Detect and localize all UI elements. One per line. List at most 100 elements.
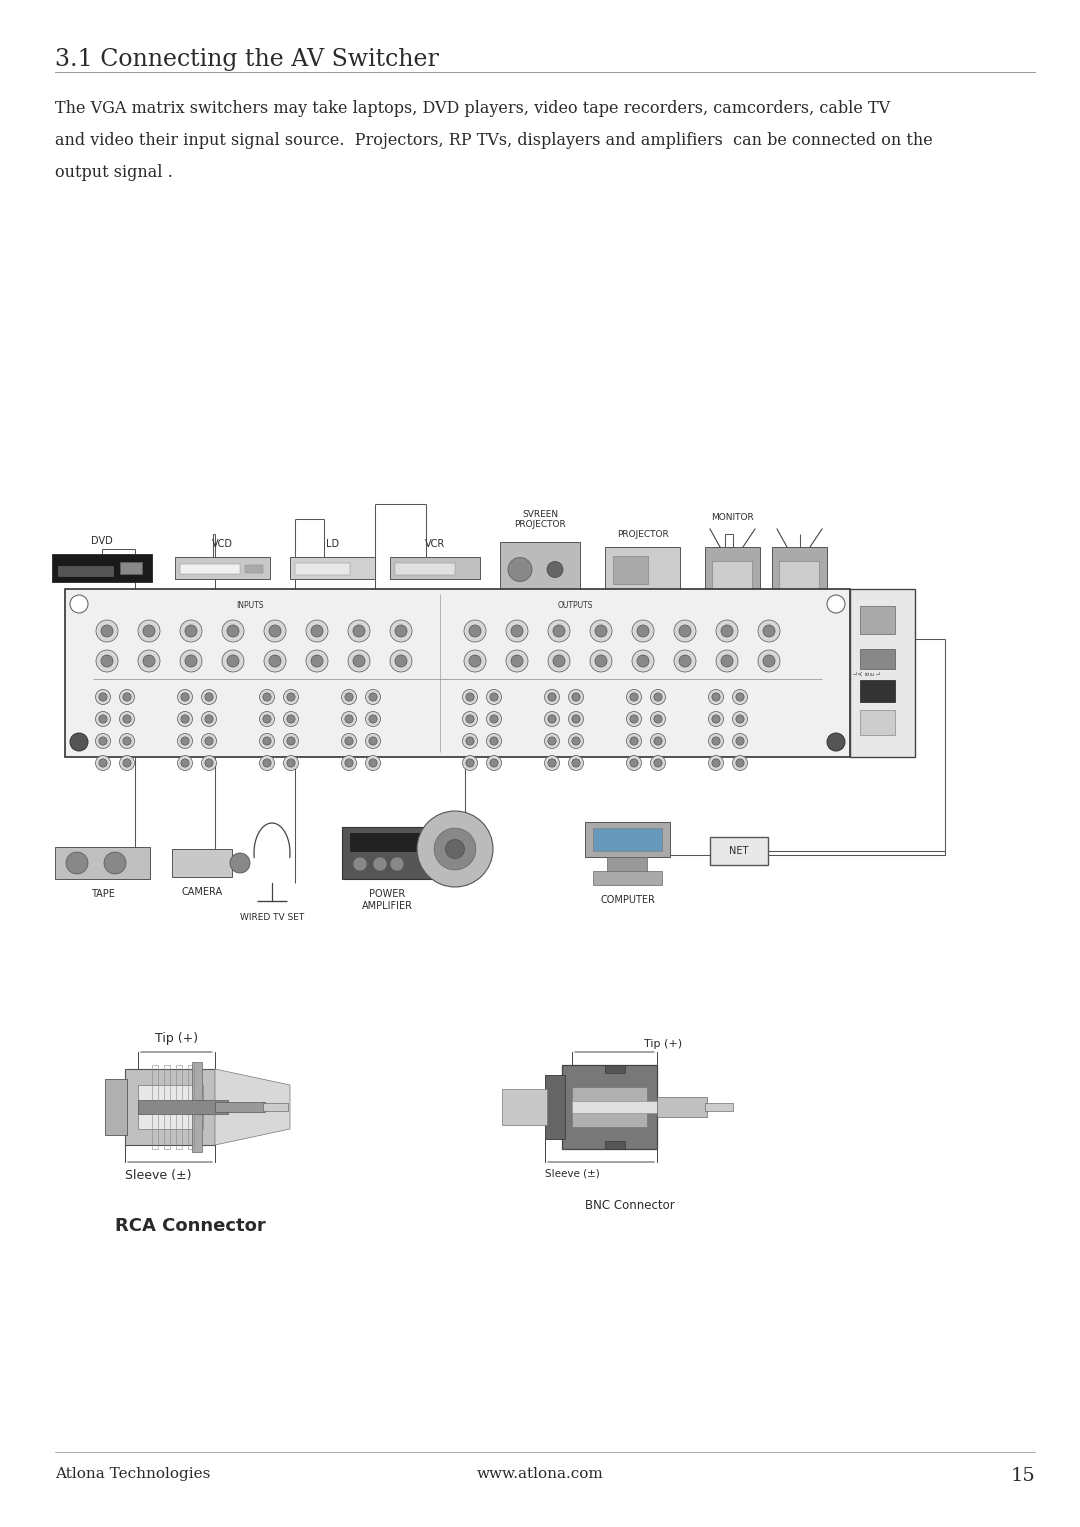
Bar: [65, 589, 850, 757]
Circle shape: [572, 738, 580, 745]
Circle shape: [650, 712, 665, 727]
Circle shape: [507, 651, 528, 672]
Circle shape: [95, 712, 110, 727]
Circle shape: [390, 857, 404, 870]
Text: Atlona Technologies: Atlona Technologies: [55, 1467, 211, 1481]
Bar: [215, 1102, 265, 1112]
Circle shape: [762, 655, 775, 667]
Text: BNC Connector: BNC Connector: [585, 1199, 675, 1212]
Circle shape: [507, 620, 528, 641]
Text: and video their input signal source.  Projectors, RP TVs, displayers and amplifi: and video their input signal source. Pro…: [55, 131, 933, 150]
Circle shape: [123, 759, 131, 767]
Circle shape: [123, 715, 131, 724]
Circle shape: [262, 715, 271, 724]
Bar: [860, 680, 895, 702]
Bar: [860, 606, 895, 634]
Bar: [572, 1101, 697, 1113]
Circle shape: [572, 693, 580, 701]
Text: 15: 15: [1010, 1467, 1035, 1484]
Circle shape: [630, 693, 638, 701]
Circle shape: [123, 693, 131, 701]
Circle shape: [721, 655, 733, 667]
Circle shape: [369, 759, 377, 767]
Circle shape: [120, 733, 135, 748]
Circle shape: [650, 756, 665, 771]
Circle shape: [369, 738, 377, 745]
Circle shape: [626, 690, 642, 704]
Circle shape: [395, 625, 407, 637]
Circle shape: [180, 620, 202, 641]
Circle shape: [264, 651, 286, 672]
Text: Tip (+): Tip (+): [645, 1038, 683, 1049]
Circle shape: [177, 733, 192, 748]
Circle shape: [572, 759, 580, 767]
Circle shape: [222, 620, 244, 641]
Bar: [120, 562, 141, 574]
Circle shape: [306, 620, 328, 641]
Circle shape: [283, 712, 298, 727]
Circle shape: [721, 625, 733, 637]
Circle shape: [735, 693, 744, 701]
Circle shape: [70, 596, 87, 612]
Circle shape: [679, 655, 691, 667]
Circle shape: [572, 715, 580, 724]
Bar: [390, 557, 480, 579]
Circle shape: [653, 715, 662, 724]
Circle shape: [262, 693, 271, 701]
Circle shape: [712, 693, 720, 701]
Circle shape: [341, 690, 356, 704]
Bar: [164, 1064, 170, 1148]
Circle shape: [143, 625, 156, 637]
Circle shape: [511, 625, 523, 637]
Circle shape: [185, 655, 197, 667]
Bar: [562, 1064, 657, 1148]
Circle shape: [99, 693, 107, 701]
Text: The VGA matrix switchers may take laptops, DVD players, video tape recorders, ca: The VGA matrix switchers may take laptop…: [55, 99, 890, 118]
Bar: [605, 547, 680, 592]
Circle shape: [230, 854, 249, 873]
Circle shape: [262, 759, 271, 767]
Circle shape: [306, 651, 328, 672]
Text: POWER
AMPLIFIER: POWER AMPLIFIER: [362, 889, 413, 910]
Circle shape: [283, 733, 298, 748]
Text: OUTPUTS: OUTPUTS: [557, 602, 593, 609]
Circle shape: [626, 756, 642, 771]
Circle shape: [205, 738, 213, 745]
Circle shape: [544, 733, 559, 748]
Circle shape: [548, 759, 556, 767]
Bar: [850, 589, 915, 757]
Circle shape: [637, 655, 649, 667]
Circle shape: [390, 620, 411, 641]
Bar: [607, 857, 647, 873]
Circle shape: [732, 690, 747, 704]
Circle shape: [544, 712, 559, 727]
Bar: [395, 563, 455, 576]
Circle shape: [650, 690, 665, 704]
Circle shape: [353, 655, 365, 667]
Circle shape: [462, 712, 477, 727]
Circle shape: [590, 620, 612, 641]
Circle shape: [259, 690, 274, 704]
Circle shape: [269, 655, 281, 667]
Circle shape: [222, 651, 244, 672]
Bar: [545, 1075, 565, 1139]
Circle shape: [283, 756, 298, 771]
Bar: [175, 557, 270, 579]
Text: INPUTS: INPUTS: [237, 602, 264, 609]
Circle shape: [626, 712, 642, 727]
Circle shape: [99, 715, 107, 724]
Bar: [295, 563, 350, 576]
Circle shape: [626, 733, 642, 748]
Circle shape: [205, 759, 213, 767]
Circle shape: [96, 651, 118, 672]
Circle shape: [353, 625, 365, 637]
Circle shape: [469, 655, 481, 667]
Text: RCA Connector: RCA Connector: [114, 1217, 266, 1235]
Circle shape: [185, 625, 197, 637]
Circle shape: [369, 715, 377, 724]
Circle shape: [143, 655, 156, 667]
Bar: [605, 1064, 625, 1073]
Circle shape: [568, 690, 583, 704]
Bar: [705, 1102, 733, 1112]
Circle shape: [95, 690, 110, 704]
